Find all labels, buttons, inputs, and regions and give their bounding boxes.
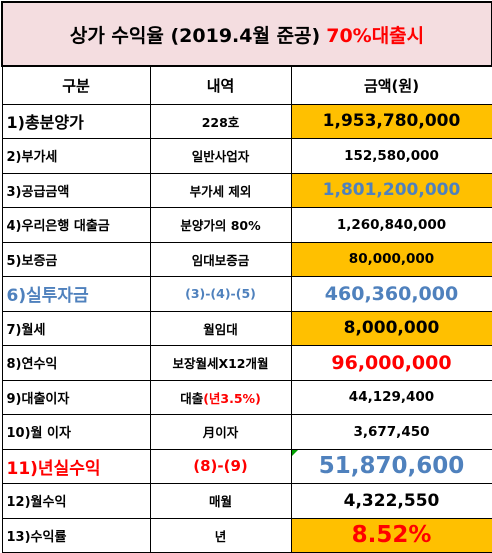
table-row: 13)수익률 년 8.52% (1, 517, 492, 553)
row-name[interactable]: 13)수익률 (1, 517, 151, 553)
row-amount[interactable]: 1,801,200,000 (290, 172, 492, 208)
row-detail[interactable]: 매월 (149, 483, 292, 519)
row-amount[interactable]: 1,953,780,000 (290, 103, 492, 139)
row-detail[interactable]: 228호 (149, 103, 292, 139)
table-row: 7)월세 월임대 8,000,000 (1, 310, 492, 346)
row-amount[interactable]: 44,129,400 (290, 379, 492, 415)
row-amount-value: 51,870,600 (318, 453, 465, 480)
row-name[interactable]: 12)월수익 (1, 483, 151, 519)
row-name[interactable]: 11)년실수익 (1, 448, 151, 484)
row-detail[interactable]: 대출(년3.5%) (149, 379, 292, 415)
row-name[interactable]: 5)보증금 (1, 241, 151, 277)
row-amount[interactable]: 1,260,840,000 (290, 207, 492, 243)
row-amount[interactable]: 80,000,000 (290, 241, 492, 277)
row-amount[interactable]: 8,000,000 (290, 310, 492, 346)
error-indicator-icon (292, 449, 298, 456)
row-amount[interactable]: 460,360,000 (290, 276, 492, 312)
row-detail-text: 대출 (180, 390, 204, 406)
row-name[interactable]: 8)연수익 (1, 345, 151, 381)
row-amount[interactable]: 3,677,450 (290, 414, 492, 450)
title-main: 상가 수익율 (2019.4월 준공) (69, 24, 321, 47)
row-name[interactable]: 6)실투자금 (1, 276, 151, 312)
table-row: 4)우리은행 대출금 분양가의 80% 1,260,840,000 (1, 207, 492, 243)
table-row: 10)월 이자 月이자 3,677,450 (1, 414, 492, 450)
row-name[interactable]: 9)대출이자 (1, 379, 151, 415)
table-row: 11)년실수익 (8)-(9) 51,870,600 (1, 448, 492, 484)
header-category[interactable]: 구분 (1, 65, 151, 105)
row-detail[interactable]: 부가세 제외 (149, 172, 292, 208)
row-detail[interactable]: 년 (149, 517, 292, 553)
title-cell[interactable]: 상가 수익율 (2019.4월 준공) 70%대출시 (1, 1, 492, 67)
row-detail[interactable]: 보장월세X12개월 (149, 345, 292, 381)
row-amount[interactable]: 96,000,000 (290, 345, 492, 381)
table-row: 3)공급금액 부가세 제외 1,801,200,000 (1, 172, 492, 208)
row-detail[interactable]: (8)-(9) (149, 448, 292, 484)
row-name[interactable]: 7)월세 (1, 310, 151, 346)
row-detail[interactable]: 분양가의 80% (149, 207, 292, 243)
row-amount[interactable]: 8.52% (290, 517, 492, 553)
table-row: 9)대출이자 대출(년3.5%) 44,129,400 (1, 379, 492, 415)
row-amount[interactable]: 152,580,000 (290, 138, 492, 174)
table-row: 1)총분양가 228호 1,953,780,000 (1, 103, 492, 139)
title-accent: 70%대출시 (326, 24, 425, 47)
row-detail[interactable]: 월임대 (149, 310, 292, 346)
row-name[interactable]: 3)공급금액 (1, 172, 151, 208)
row-name[interactable]: 1)총분양가 (1, 103, 151, 139)
header-amount[interactable]: 금액(원) (290, 65, 492, 105)
row-detail[interactable]: 임대보증금 (149, 241, 292, 277)
row-detail-rate: (년3.5%) (203, 390, 261, 406)
title-row: 상가 수익율 (2019.4월 준공) 70%대출시 (1, 1, 492, 67)
row-name[interactable]: 2)부가세 (1, 138, 151, 174)
header-detail[interactable]: 내역 (149, 65, 292, 105)
row-amount[interactable]: 51,870,600 (290, 448, 492, 484)
header-row: 구분 내역 금액(원) (1, 65, 492, 105)
row-name[interactable]: 4)우리은행 대출금 (1, 207, 151, 243)
row-amount[interactable]: 4,322,550 (290, 483, 492, 519)
row-detail[interactable]: 일반사업자 (149, 138, 292, 174)
table-row: 5)보증금 임대보증금 80,000,000 (1, 241, 492, 277)
table-row: 2)부가세 일반사업자 152,580,000 (1, 138, 492, 174)
row-name[interactable]: 10)월 이자 (1, 414, 151, 450)
table-row: 8)연수익 보장월세X12개월 96,000,000 (1, 345, 492, 381)
row-detail[interactable]: (3)-(4)-(5) (149, 276, 292, 312)
row-detail[interactable]: 月이자 (149, 414, 292, 450)
table-row: 6)실투자금 (3)-(4)-(5) 460,360,000 (1, 276, 492, 312)
table-row: 12)월수익 매월 4,322,550 (1, 483, 492, 519)
